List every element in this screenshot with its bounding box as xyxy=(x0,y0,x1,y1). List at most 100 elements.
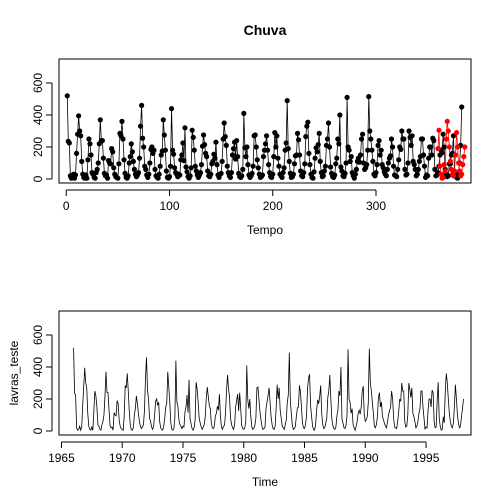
plot-box xyxy=(58,58,472,184)
data-point-observed xyxy=(376,138,382,144)
data-point-observed xyxy=(223,142,229,148)
data-point-observed xyxy=(157,163,163,169)
data-point-observed xyxy=(450,133,457,139)
data-point-observed xyxy=(79,158,85,164)
data-point-observed xyxy=(388,136,395,142)
data-point-observed xyxy=(325,120,332,126)
data-point-observed xyxy=(431,138,437,144)
data-point-observed xyxy=(183,164,189,170)
data-point-observed xyxy=(129,149,135,155)
data-point-observed xyxy=(163,168,169,174)
data-point-observed xyxy=(326,144,333,150)
data-point-observed xyxy=(228,170,235,176)
data-point-observed xyxy=(314,149,320,155)
data-point-observed xyxy=(395,166,401,172)
data-point-observed xyxy=(459,104,465,110)
data-point-observed xyxy=(135,170,142,176)
data-point-observed xyxy=(439,150,445,156)
data-point-observed xyxy=(346,147,352,153)
data-point-observed xyxy=(262,141,269,147)
data-point-observed xyxy=(337,112,343,118)
data-point-test xyxy=(462,144,468,150)
data-point-observed xyxy=(240,166,246,172)
data-point-test xyxy=(446,144,452,150)
data-point-observed xyxy=(181,158,187,164)
data-point-observed xyxy=(320,173,326,179)
data-point-observed xyxy=(380,165,386,171)
data-point-observed xyxy=(156,171,162,177)
data-point-test xyxy=(456,160,462,166)
data-point-observed xyxy=(197,170,204,176)
data-point-observed xyxy=(208,171,214,177)
data-point-observed xyxy=(416,158,422,164)
data-point-observed xyxy=(211,151,217,157)
x-axis-label: Tempo xyxy=(247,223,283,237)
data-point-observed xyxy=(338,164,344,170)
data-point-observed xyxy=(230,146,237,152)
data-point-observed xyxy=(120,136,126,142)
data-point-observed xyxy=(315,142,321,148)
data-point-observed xyxy=(189,127,195,133)
data-point-observed xyxy=(193,168,199,174)
data-point-observed xyxy=(245,162,251,168)
data-point-observed xyxy=(266,162,272,168)
data-point-observed xyxy=(390,163,397,169)
data-point-observed xyxy=(92,175,98,181)
data-point-observed xyxy=(127,154,133,160)
data-point-observed xyxy=(432,166,438,172)
data-point-observed xyxy=(294,130,301,136)
data-point-observed xyxy=(408,142,414,148)
y-tick-label: 200 xyxy=(31,137,45,157)
data-point-observed xyxy=(428,144,434,150)
data-point-test xyxy=(461,154,467,160)
data-point-observed xyxy=(351,175,357,181)
data-point-observed xyxy=(192,163,198,169)
data-point-observed xyxy=(310,175,316,181)
data-point-observed xyxy=(108,161,114,167)
data-point-observed xyxy=(357,152,364,158)
data-point-test xyxy=(437,163,443,169)
data-point-observed xyxy=(377,152,383,158)
data-point-observed xyxy=(168,106,175,112)
data-point-observed xyxy=(421,163,428,169)
data-point-observed xyxy=(425,173,431,179)
data-point-observed xyxy=(322,163,329,169)
data-point-observed xyxy=(270,171,276,177)
data-point-observed xyxy=(353,166,359,172)
data-point-observed xyxy=(214,162,220,168)
x-tick-label: 300 xyxy=(366,199,386,213)
data-point-observed xyxy=(411,162,417,168)
data-point-observed xyxy=(140,135,146,141)
data-point-observed xyxy=(137,123,144,129)
series-points xyxy=(64,93,468,181)
data-point-observed xyxy=(166,174,173,180)
data-point-observed xyxy=(234,138,240,144)
data-point-observed xyxy=(222,134,228,140)
data-point-observed xyxy=(254,157,260,163)
data-point-observed xyxy=(276,163,282,169)
y-tick-label: 0 xyxy=(31,175,45,182)
data-point-observed xyxy=(205,168,211,174)
data-point-observed xyxy=(151,147,157,153)
data-point-observed xyxy=(336,141,342,147)
data-point-observed xyxy=(152,166,158,172)
data-point-observed xyxy=(139,102,145,108)
data-point-observed xyxy=(396,157,402,163)
data-point-observed xyxy=(387,153,394,159)
data-point-observed xyxy=(259,172,266,178)
data-point-observed xyxy=(365,147,371,153)
data-point-observed xyxy=(110,149,116,155)
data-point-observed xyxy=(394,174,400,180)
data-point-observed xyxy=(383,173,389,179)
data-point-test xyxy=(435,146,441,152)
data-point-observed xyxy=(121,157,127,163)
chart-title: Chuva xyxy=(244,22,287,38)
bottom-chart-lavras-teste: 1965 1970 1975 1980 1985 1990 1995 0200400600 … xyxy=(7,310,472,489)
x-tick-label: 200 xyxy=(263,199,283,213)
data-point-observed xyxy=(356,159,363,165)
data-point-observed xyxy=(366,94,372,100)
data-point-observed xyxy=(147,160,153,166)
data-point-test xyxy=(447,158,453,164)
data-point-observed xyxy=(311,169,317,175)
data-point-observed xyxy=(367,128,373,134)
